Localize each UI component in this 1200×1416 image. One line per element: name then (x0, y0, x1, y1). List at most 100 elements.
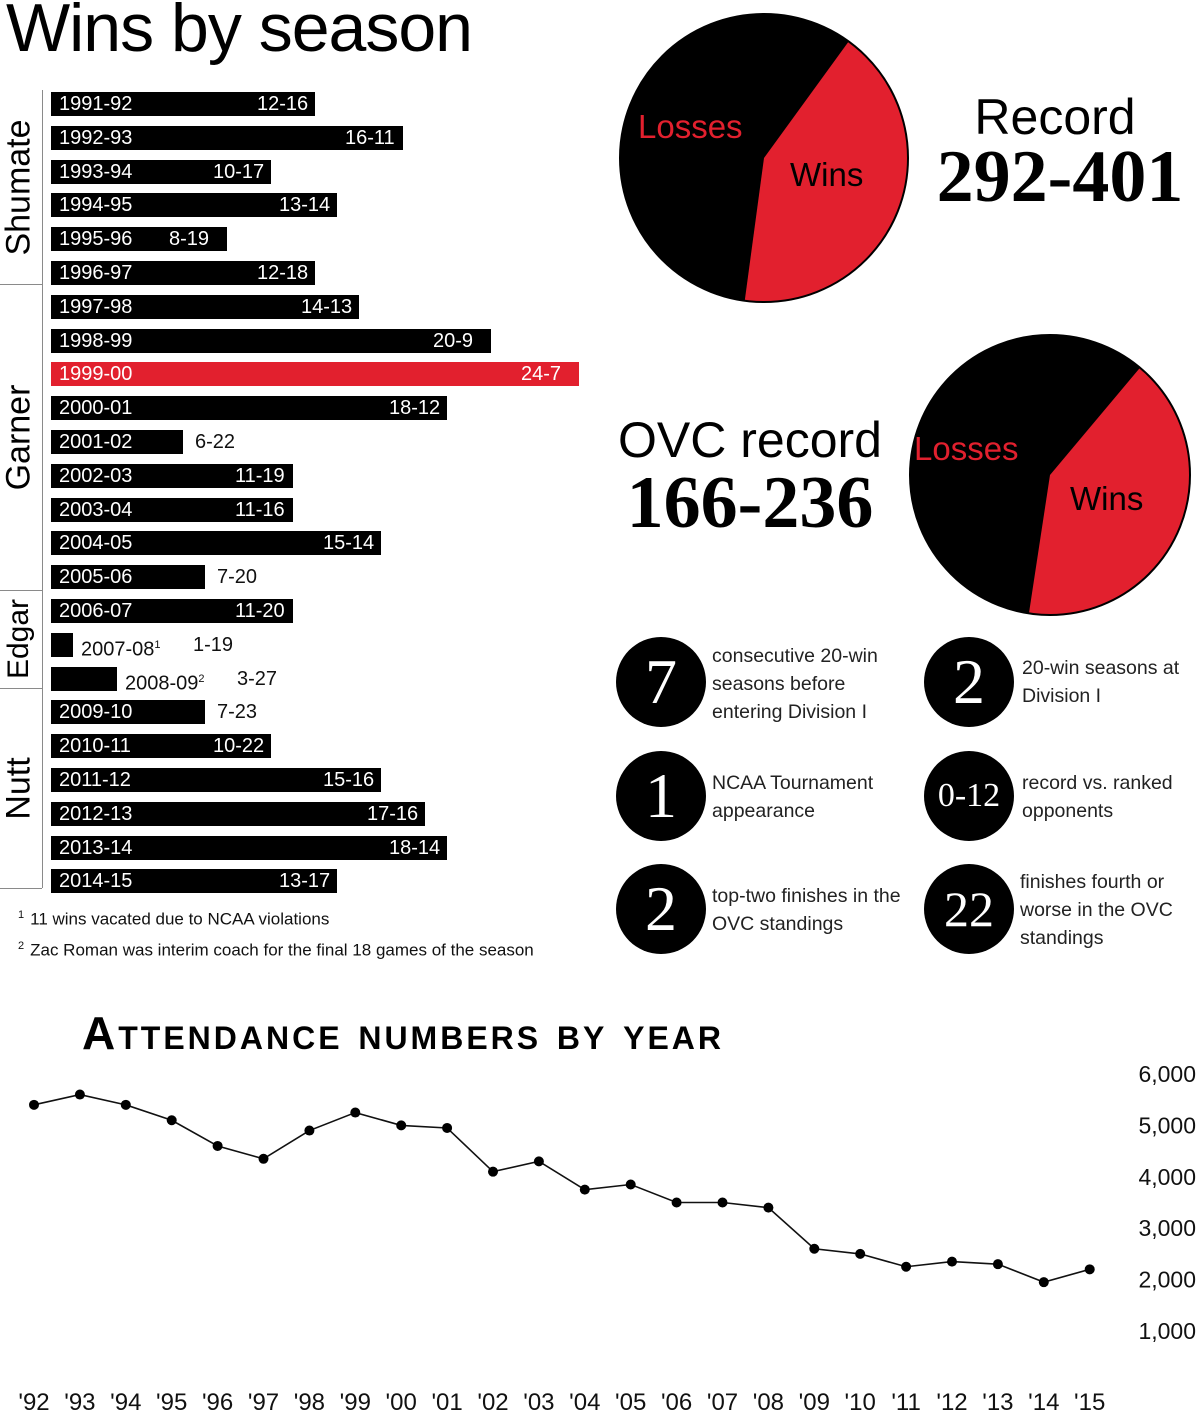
record-label: 18-14 (389, 837, 441, 859)
season-label: 2003-04 (59, 499, 133, 521)
record-label: 13-14 (279, 194, 331, 216)
wins-bar (51, 531, 381, 555)
attendance-series-line (33, 1093, 1090, 1284)
attendance-point (29, 1099, 39, 1110)
attendance-point (166, 1115, 177, 1126)
record-label: 16-11 (345, 127, 395, 149)
stat-text: finishes fourth or worse in the OVC stan… (1020, 871, 1173, 949)
record-label: 11-20 (235, 600, 285, 622)
x-tick-label: '00 (386, 1389, 417, 1416)
attendance-point (579, 1184, 590, 1195)
record-label: 18-12 (389, 397, 441, 419)
stat-text: record vs. ranked opponents (1022, 772, 1173, 822)
wins-bar (51, 869, 337, 893)
wins-by-season-title: Wins by season (6, 0, 473, 66)
attendance-point (120, 1099, 131, 1110)
x-tick-label: '93 (64, 1389, 95, 1416)
season-label: 1991-92 (59, 93, 133, 115)
wins-bar (51, 396, 447, 420)
attendance-point (350, 1107, 361, 1118)
attendance-point (258, 1153, 269, 1164)
footnote-mark: 1 (154, 639, 161, 651)
wins-bar (51, 193, 337, 217)
x-tick-label: '15 (1074, 1389, 1105, 1416)
wins-bar (51, 667, 117, 691)
record-label: 20-9 (433, 330, 474, 352)
x-tick-label: '05 (615, 1389, 646, 1416)
attendance-point (901, 1261, 912, 1272)
x-tick-label: '11 (891, 1389, 921, 1416)
x-tick-label: '01 (431, 1389, 462, 1416)
attendance-point (533, 1156, 544, 1167)
wins-bar (51, 633, 73, 657)
stat-circle: 2 (924, 637, 1014, 727)
x-tick-label: '92 (18, 1389, 49, 1416)
wins-bar (51, 464, 293, 488)
season-label: 2013-14 (59, 837, 133, 859)
x-tick-label: '10 (845, 1389, 876, 1416)
coach-label-edgar: Edgar (2, 598, 35, 680)
wins-bar (51, 734, 271, 758)
season-label: 2010-11 (59, 735, 131, 757)
wins-bar (51, 836, 447, 860)
record-label: 17-16 (367, 803, 419, 825)
season-label: 2007-081 (81, 638, 161, 661)
season-label: 1997-98 (59, 296, 133, 318)
stat-circle: 0-12 (924, 751, 1014, 841)
y-tick-label: 3,000 (1138, 1215, 1196, 1241)
season-label: 2000-01 (59, 397, 133, 419)
wins-bar (51, 329, 491, 353)
record-label: 6-22 (195, 431, 236, 453)
record-pie-chart: Losses Wins (619, 13, 909, 303)
stat-circle: 7 (616, 637, 706, 727)
x-tick-label: '02 (477, 1389, 508, 1416)
stat-circle: 22 (924, 864, 1014, 954)
y-tick-label: 6,000 (1138, 1061, 1196, 1087)
record-label: 15-14 (323, 532, 375, 554)
coach-divider (0, 590, 42, 591)
attendance-chart-title: Attendance numbers by year (82, 1007, 725, 1059)
attendance-point (855, 1248, 866, 1259)
coach-axis-line (42, 90, 43, 888)
attendance-point (625, 1179, 636, 1190)
wins-bar (51, 498, 293, 522)
season-label: 2014-15 (59, 870, 133, 892)
attendance-point (212, 1140, 223, 1151)
y-tick-label: 2,000 (1138, 1267, 1196, 1293)
attendance-point (396, 1120, 407, 1131)
wins-bar (51, 261, 315, 285)
x-tick-label: '97 (248, 1389, 279, 1416)
record-label: 3-27 (237, 668, 278, 690)
footnote-2: 2 Zac Roman was interim coach for the fin… (18, 939, 534, 960)
record-value: 292-401 (936, 136, 1184, 218)
wins-bar (51, 565, 205, 589)
season-label: 1999-00 (59, 363, 133, 385)
x-tick-label: '04 (569, 1389, 600, 1416)
attendance-point (717, 1197, 728, 1208)
attendance-line-chart: 1,000 2,000 3,000 4,000 5,000 6,000 '92 '93 '94 '… (18, 1061, 1196, 1416)
ovc-record-label: OVC record (618, 412, 882, 468)
season-label: 2002-03 (59, 465, 133, 487)
attendance-point (74, 1089, 85, 1100)
coach-label-shumate: Shumate (0, 118, 38, 256)
season-label: 2006-07 (59, 600, 133, 622)
attendance-point (1084, 1264, 1095, 1275)
attendance-point (1038, 1277, 1049, 1288)
y-tick-label: 1,000 (1138, 1318, 1196, 1344)
x-tick-label: '08 (753, 1389, 784, 1416)
x-tick-label: '07 (707, 1389, 738, 1416)
record-label: 12-16 (257, 93, 309, 115)
attendance-point (442, 1122, 453, 1133)
wins-bar (51, 160, 271, 184)
stat-text: consecutive 20-win seasons before enteri… (712, 645, 878, 723)
record-label: 14-13 (301, 296, 353, 318)
season-label: 1998-99 (59, 330, 133, 352)
coach-label-nutt: Nutt (0, 756, 38, 820)
season-label: 2012-13 (59, 803, 133, 825)
attendance-point (763, 1202, 774, 1213)
record-label: 13-17 (279, 870, 331, 892)
wins-bar (51, 227, 227, 251)
attendance-point (671, 1197, 682, 1208)
pie-label-losses: Losses (914, 430, 1019, 467)
coach-divider (0, 284, 42, 285)
